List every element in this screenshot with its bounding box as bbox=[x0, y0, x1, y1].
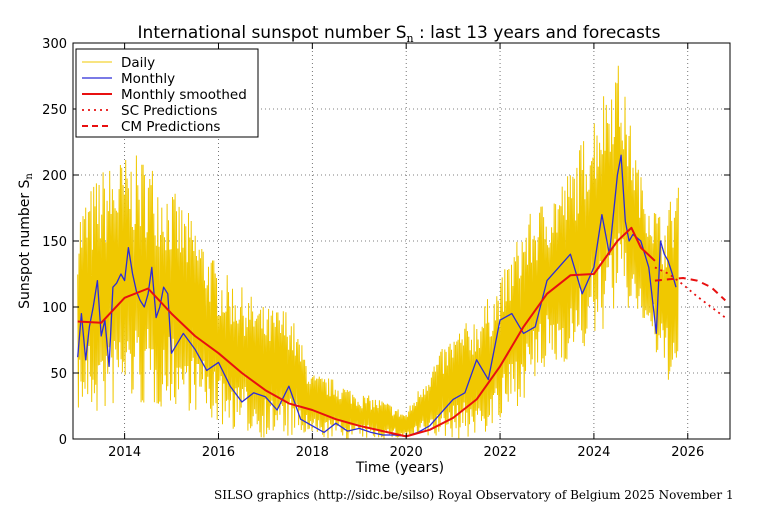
legend-label-1: Monthly bbox=[121, 71, 175, 87]
series-daily-line bbox=[77, 65, 679, 439]
x-tick-label-1: 2016 bbox=[202, 445, 235, 460]
x-tick-label-3: 2020 bbox=[390, 445, 423, 460]
y-tick-label-2: 100 bbox=[42, 301, 67, 316]
y-tick-label-1: 50 bbox=[50, 367, 67, 382]
x-axis-label: Time (years) bbox=[355, 460, 444, 476]
x-tick-label-2: 2018 bbox=[296, 445, 329, 460]
y-tick-label-0: 0 bbox=[59, 433, 67, 448]
line-series bbox=[77, 154, 726, 438]
series-line-0 bbox=[77, 154, 677, 438]
series-line-1 bbox=[77, 226, 656, 438]
x-tick-label-6: 2026 bbox=[671, 445, 704, 460]
y-axis-label: Sunspot number Sn bbox=[17, 173, 35, 309]
legend-label-2: Monthly smoothed bbox=[121, 87, 247, 103]
x-tick-label-4: 2022 bbox=[484, 445, 517, 460]
series-line-2 bbox=[654, 266, 726, 319]
series-line-3 bbox=[654, 277, 726, 302]
y-tick-label-5: 250 bbox=[42, 103, 67, 118]
y-tick-label-6: 300 bbox=[42, 37, 67, 52]
axis-ticks: 2014 2016 2018 2020 2022 2024 2026 0 50 100 150 200… bbox=[42, 37, 730, 460]
legend-label-0: Daily bbox=[121, 55, 155, 71]
legend-label-4: CM Predictions bbox=[121, 119, 220, 135]
y-tick-label-3: 150 bbox=[42, 235, 67, 250]
x-tick-label-5: 2024 bbox=[577, 445, 610, 460]
legend-label-3: SC Predictions bbox=[121, 103, 217, 119]
y-tick-label-4: 200 bbox=[42, 169, 67, 184]
chart-title: International sunspot number Sn : last 1… bbox=[138, 23, 661, 45]
daily-series bbox=[77, 65, 679, 439]
x-tick-label-0: 2014 bbox=[108, 445, 141, 460]
footer-credit: SILSO graphics (http://sidc.be/silso) Ro… bbox=[214, 488, 734, 502]
